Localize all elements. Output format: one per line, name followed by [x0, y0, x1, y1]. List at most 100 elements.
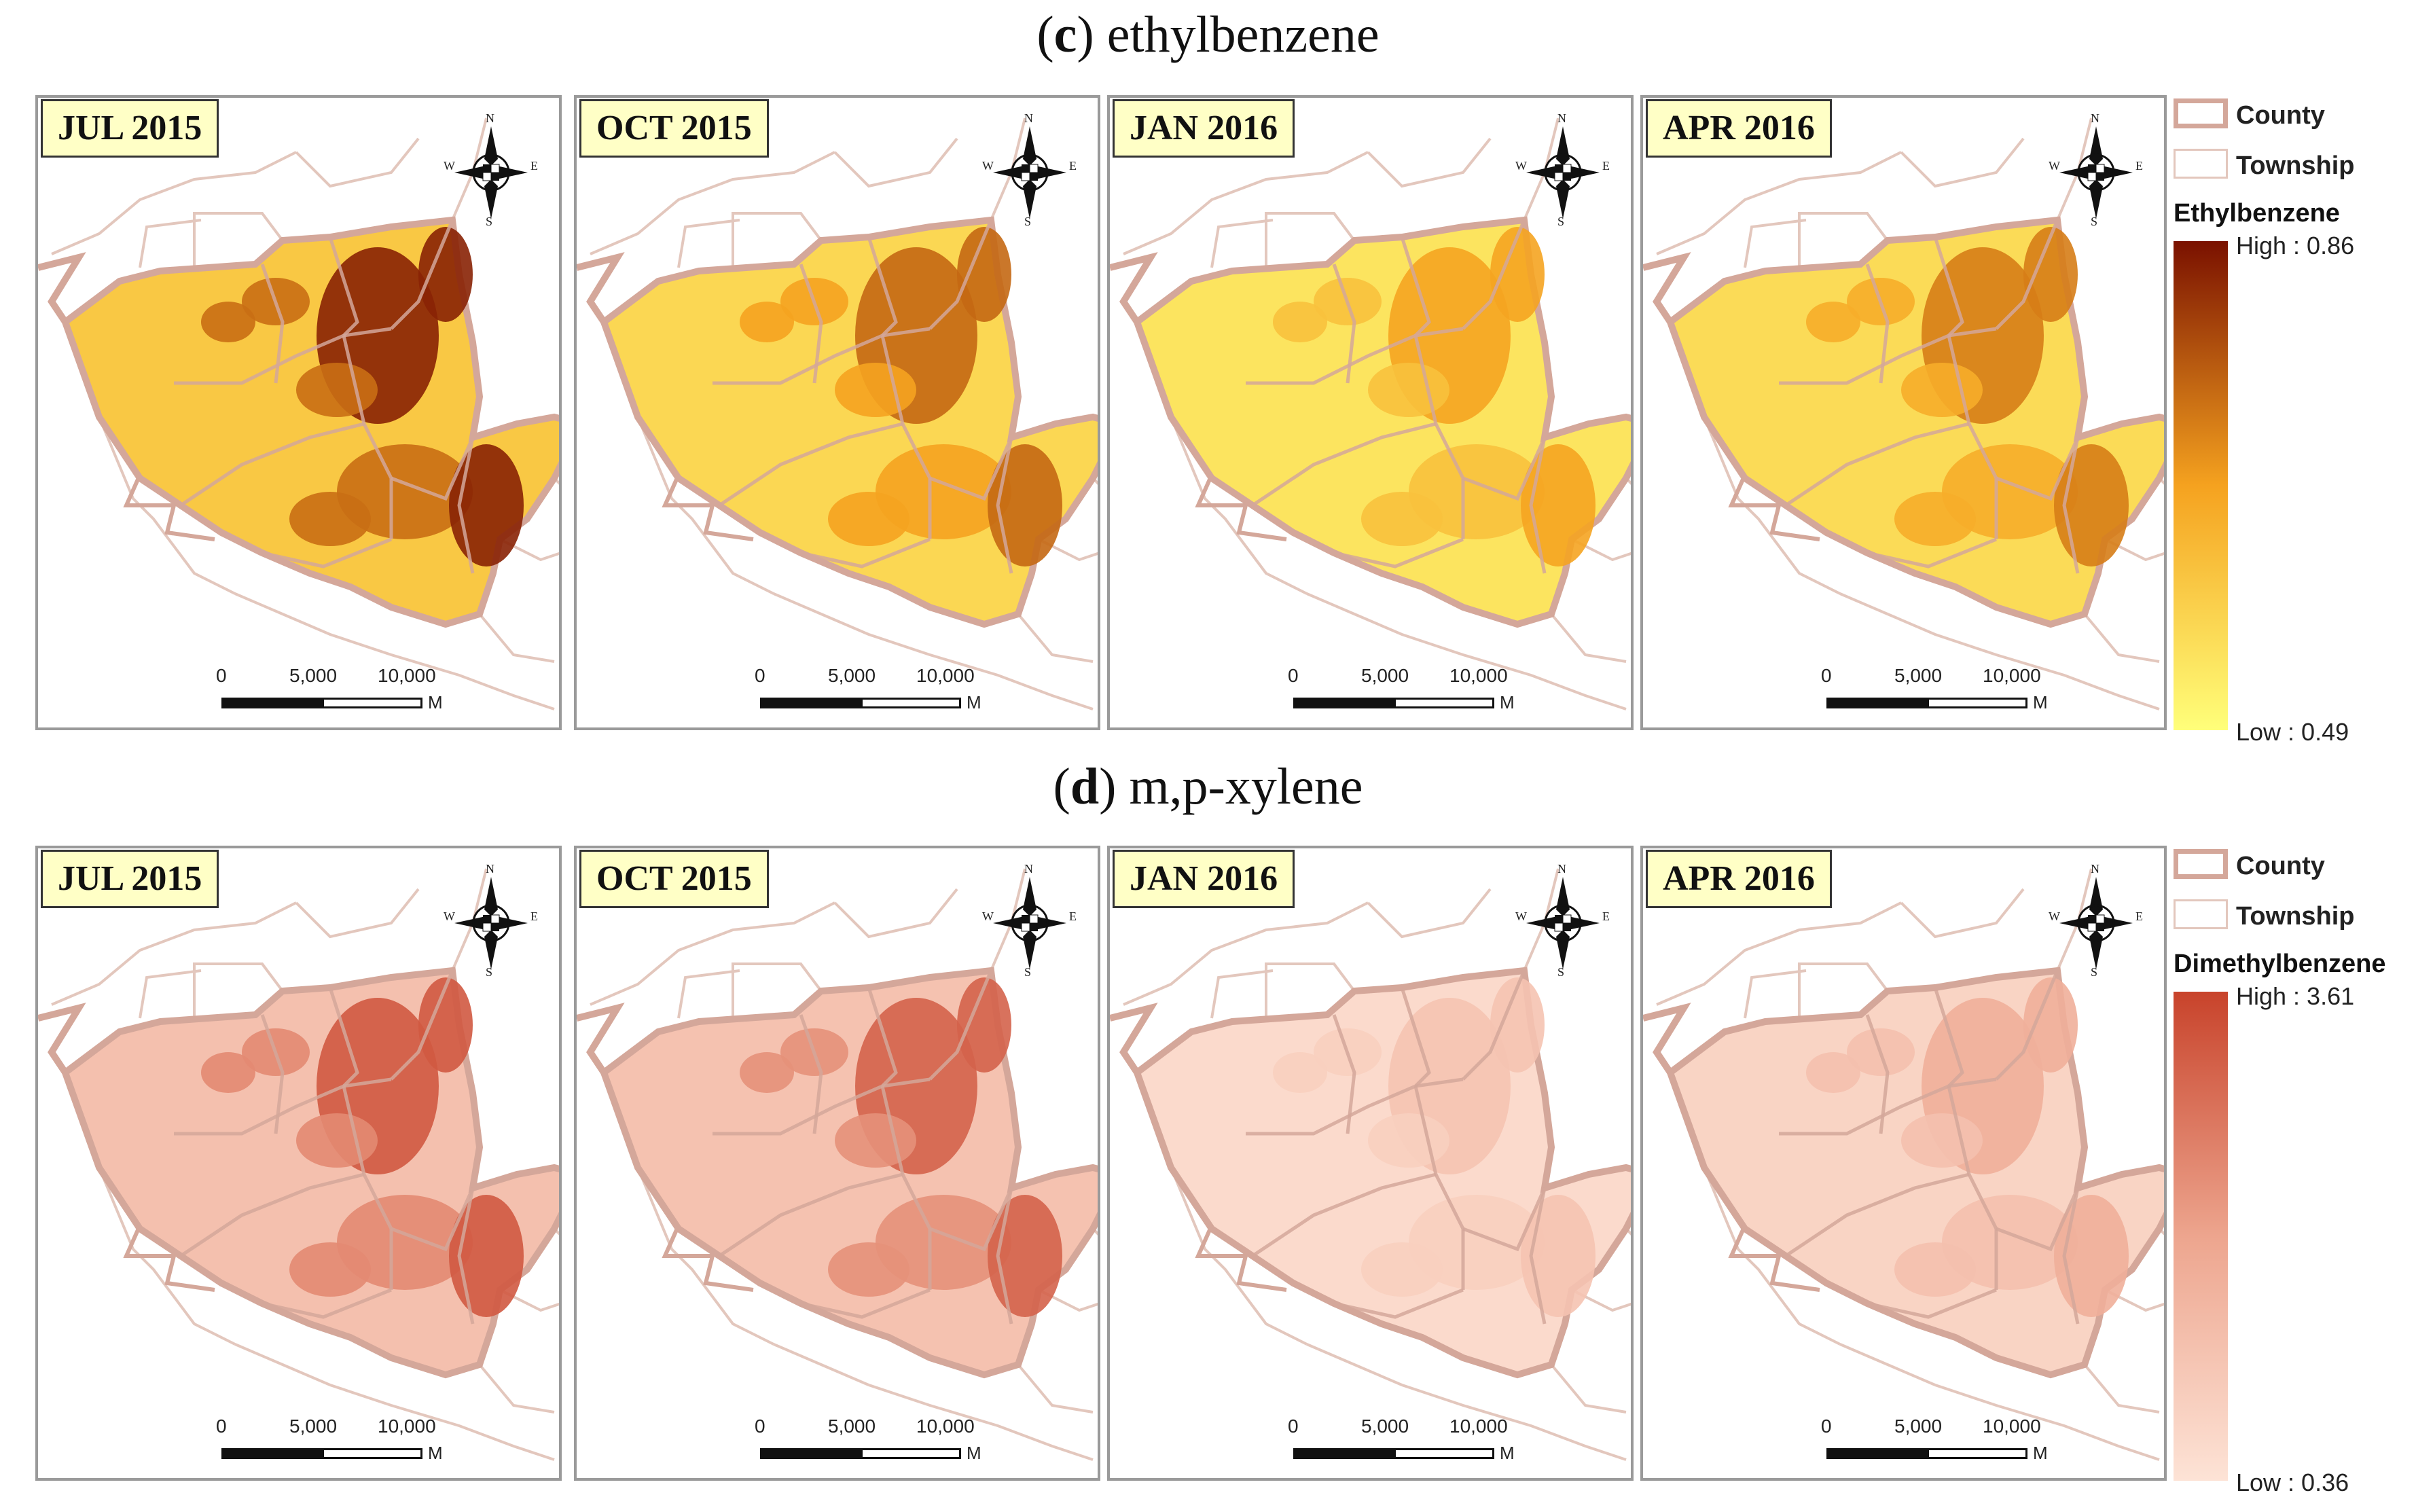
township-boundary — [260, 1014, 285, 1134]
scale-zero: 0 — [216, 1416, 227, 1437]
concentration-hotspot — [2054, 444, 2129, 566]
map-panel: APR 2016 N W E S 0 5,000 10,000 M — [1640, 95, 2167, 730]
coastline — [1195, 1224, 1287, 1292]
north-arrow: N W E S — [982, 111, 1077, 234]
county-boundary — [577, 1003, 625, 1075]
township-boundary — [590, 151, 835, 255]
compass-s: S — [1024, 215, 1032, 228]
concentration-hotspot — [201, 302, 255, 342]
compass-rose-icon — [993, 877, 1066, 969]
scale-unit: M — [2033, 1443, 2048, 1463]
township-boundary — [1995, 219, 2059, 330]
scale-max: 10,000 — [916, 1416, 975, 1437]
compass-e: E — [1069, 910, 1077, 923]
compass-s: S — [486, 965, 493, 979]
township-boundary — [342, 335, 393, 539]
township-boundary — [1744, 219, 1807, 268]
north-arrow: N W E S — [444, 111, 539, 234]
township-boundary — [799, 264, 823, 384]
compass-e: E — [2135, 910, 2143, 923]
scale-zero: 0 — [1288, 665, 1299, 686]
township-boundary — [773, 592, 1094, 710]
compass-n: N — [2091, 862, 2099, 876]
scale-mid: 5,000 — [1361, 1416, 1409, 1437]
scale-mid: 5,000 — [1361, 665, 1409, 686]
township-boundary — [1265, 962, 1356, 1018]
compass-rose-icon — [1526, 877, 1600, 969]
section-title-d: (d) m,p-xylene — [1053, 758, 1363, 815]
township-boundary — [1839, 1343, 2160, 1461]
township-boundary — [880, 1085, 932, 1290]
north-arrow: N W E S — [2049, 111, 2144, 234]
map-panel: OCT 2015 N W E S 0 5,000 10,000 M — [574, 95, 1100, 730]
scale-mid: 5,000 — [828, 665, 876, 686]
concentration-hotspot — [740, 302, 794, 342]
concentration-hotspot — [1521, 1195, 1595, 1317]
concentration-hotspot — [296, 363, 378, 417]
county-boundary — [1110, 252, 1158, 324]
compass-rose-icon — [2059, 877, 2133, 969]
township-boundary — [996, 437, 1013, 574]
north-arrow: N W E S — [444, 862, 539, 984]
township-boundary — [1462, 970, 1526, 1081]
township-boundary — [1867, 1288, 1997, 1319]
township-boundary — [1933, 236, 1964, 337]
north-arrow: N W E S — [982, 862, 1077, 984]
township-boundary — [174, 1077, 392, 1136]
township-boundary — [328, 987, 359, 1087]
township-boundary — [1332, 1014, 1356, 1134]
scale-zero: 0 — [1821, 1416, 1832, 1437]
scale-bar: 0 5,000 10,000 M — [1821, 1416, 2098, 1470]
township-boundary — [179, 1172, 365, 1258]
concentration-hotspot — [988, 444, 1062, 566]
scale-bar-graphic — [1826, 1448, 2027, 1459]
township-boundary — [1947, 1085, 1998, 1290]
township-boundary — [193, 212, 284, 268]
concentration-hotspot — [449, 1195, 524, 1317]
township-boundary — [1017, 613, 1094, 663]
compass-rose-icon — [2059, 126, 2133, 219]
township-boundary — [2083, 613, 2160, 663]
scale-unit: M — [1500, 1443, 1515, 1463]
section-name: ethylbenzene — [1106, 6, 1380, 63]
concentration-hotspot — [1273, 1052, 1327, 1093]
township-boundary — [833, 888, 958, 939]
scale-zero: 0 — [1288, 1416, 1299, 1437]
township-boundary — [928, 219, 993, 330]
township-boundary — [1210, 969, 1274, 1019]
township-boundary — [1246, 327, 1464, 385]
scale-unit: M — [967, 692, 981, 713]
compass-n: N — [2091, 111, 2099, 125]
township-boundary — [636, 1167, 774, 1346]
concentration-hotspot — [1409, 1195, 1545, 1290]
township-boundary — [1996, 436, 2080, 501]
township-boundary — [98, 1167, 236, 1346]
scale-unit: M — [428, 1443, 443, 1463]
scale-bar-graphic — [1293, 698, 1494, 708]
map-panel: JUL 2015 N W E S 0 5,000 10,000 M — [35, 95, 562, 730]
township-boundary — [1170, 1167, 1308, 1346]
township-boundary — [718, 1172, 903, 1258]
township-boundary — [295, 888, 420, 939]
township-label: Township — [2236, 151, 2355, 180]
township-boundary — [677, 219, 740, 268]
township-boundary — [1947, 335, 1998, 539]
compass-w: W — [982, 910, 994, 923]
concentration-hotspot — [289, 1242, 371, 1297]
scale-bar-graphic — [760, 698, 961, 708]
concentration-hotspot — [1521, 444, 1595, 566]
scale-max: 10,000 — [1449, 1416, 1508, 1437]
township-boundary — [553, 1227, 559, 1236]
county-label: County — [2236, 101, 2325, 130]
scale-mid: 5,000 — [289, 665, 338, 686]
date-label: JUL 2015 — [41, 99, 219, 158]
concentration-hotspot — [2023, 227, 2078, 322]
compass-w: W — [2049, 910, 2060, 923]
legend-low: Low : 0.49 — [2236, 718, 2349, 746]
scale-max: 10,000 — [916, 665, 975, 686]
township-boundary — [139, 219, 202, 268]
township-boundary — [718, 422, 903, 507]
compass-e: E — [1069, 159, 1077, 173]
compass-n: N — [1557, 111, 1566, 125]
township-boundary — [2062, 1187, 2080, 1325]
